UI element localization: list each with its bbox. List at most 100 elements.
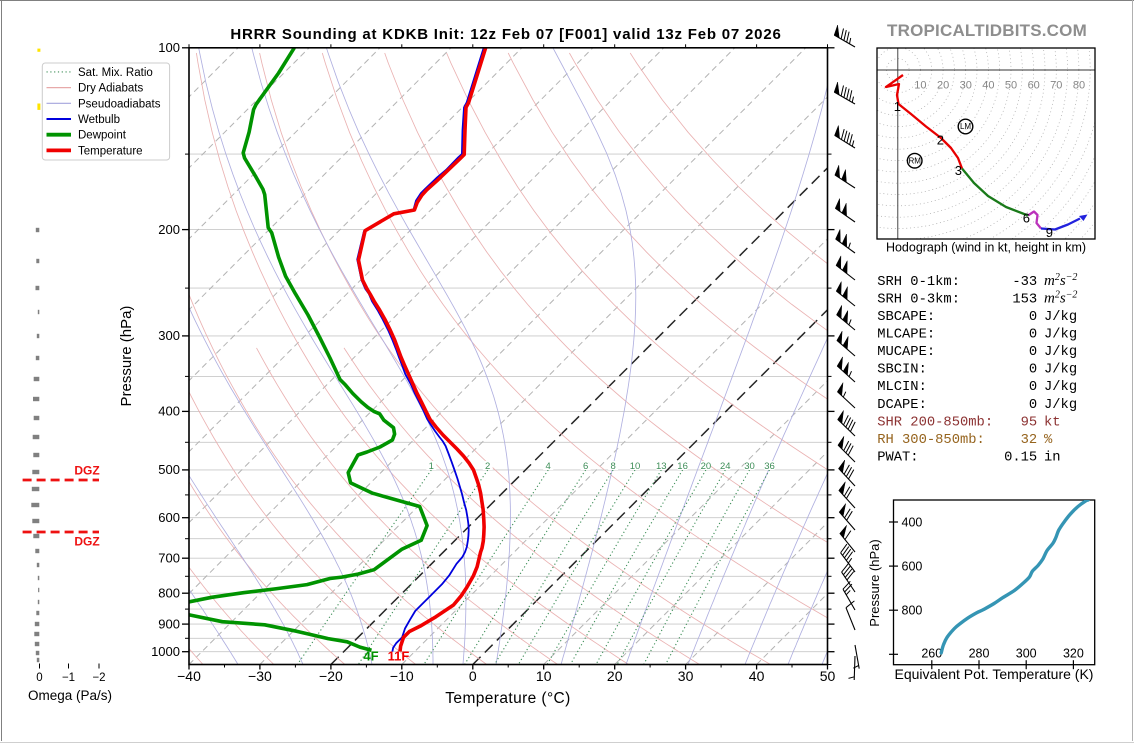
svg-text:300: 300 bbox=[1016, 647, 1037, 661]
svg-text:−2: −2 bbox=[92, 672, 105, 684]
svg-text:60: 60 bbox=[1028, 80, 1040, 92]
svg-text:SBCIN:: SBCIN: bbox=[877, 363, 927, 378]
svg-text:400: 400 bbox=[902, 516, 923, 530]
svg-text:30: 30 bbox=[678, 668, 694, 684]
svg-text:900: 900 bbox=[158, 616, 180, 631]
svg-text:13: 13 bbox=[656, 461, 667, 472]
svg-text:32: 32 bbox=[1021, 433, 1038, 448]
svg-text:30: 30 bbox=[744, 461, 755, 472]
svg-text:20: 20 bbox=[701, 461, 712, 472]
svg-text:800: 800 bbox=[158, 586, 180, 601]
svg-text:SHR 200-850mb:: SHR 200-850mb: bbox=[877, 414, 993, 430]
svg-text:10: 10 bbox=[630, 461, 641, 472]
svg-text:Wetbulb: Wetbulb bbox=[78, 114, 120, 126]
svg-text:HRRR Sounding at KDKB Init: 12: HRRR Sounding at KDKB Init: 12z Feb 07 [… bbox=[230, 26, 781, 43]
svg-text:MUCAPE:: MUCAPE: bbox=[877, 345, 935, 360]
svg-text:100: 100 bbox=[158, 40, 180, 55]
svg-text:20: 20 bbox=[607, 668, 623, 684]
svg-text:6: 6 bbox=[1023, 211, 1030, 226]
svg-text:Pressure (hPa): Pressure (hPa) bbox=[118, 306, 135, 407]
svg-text:280: 280 bbox=[969, 647, 990, 661]
svg-text:600: 600 bbox=[158, 510, 180, 525]
svg-text:−1: −1 bbox=[62, 672, 75, 684]
svg-text:3: 3 bbox=[955, 163, 962, 178]
svg-text:J/kg: J/kg bbox=[1044, 397, 1077, 413]
svg-text:SRH 0-1km:: SRH 0-1km: bbox=[877, 274, 960, 290]
svg-text:0.15: 0.15 bbox=[1004, 450, 1037, 465]
svg-text:LM: LM bbox=[960, 122, 971, 131]
svg-text:Equivalent Pot. Temperature (K: Equivalent Pot. Temperature (K) bbox=[895, 666, 1094, 682]
svg-text:0: 0 bbox=[469, 668, 477, 684]
svg-text:1: 1 bbox=[894, 99, 901, 114]
svg-text:700: 700 bbox=[158, 551, 180, 566]
svg-text:J/kg: J/kg bbox=[1044, 344, 1077, 360]
svg-text:95: 95 bbox=[1021, 415, 1038, 430]
svg-text:Pseudoadiabats: Pseudoadiabats bbox=[78, 98, 161, 110]
svg-text:800: 800 bbox=[902, 604, 923, 618]
svg-text:TROPICALTIDBITS.COM: TROPICALTIDBITS.COM bbox=[887, 21, 1087, 40]
svg-text:4F: 4F bbox=[363, 649, 378, 664]
svg-text:320: 320 bbox=[1063, 647, 1084, 661]
svg-text:DCAPE:: DCAPE: bbox=[877, 398, 927, 413]
svg-text:153: 153 bbox=[1012, 292, 1037, 307]
svg-text:−40: −40 bbox=[177, 668, 201, 684]
svg-text:MLCAPE:: MLCAPE: bbox=[877, 328, 935, 343]
svg-text:20: 20 bbox=[937, 80, 949, 92]
svg-text:J/kg: J/kg bbox=[1044, 362, 1077, 378]
svg-text:%: % bbox=[1044, 433, 1053, 448]
svg-text:Hodograph (wind in kt, height: Hodograph (wind in kt, height in km) bbox=[886, 241, 1086, 255]
svg-text:0: 0 bbox=[1029, 380, 1037, 395]
svg-text:DGZ: DGZ bbox=[74, 535, 99, 549]
svg-text:Pressure (hPa): Pressure (hPa) bbox=[867, 539, 882, 626]
svg-text:Sat. Mix. Ratio: Sat. Mix. Ratio bbox=[78, 67, 153, 79]
svg-text:2: 2 bbox=[485, 461, 490, 472]
svg-text:0: 0 bbox=[36, 672, 42, 684]
svg-text:SRH 0-3km:: SRH 0-3km: bbox=[877, 291, 960, 307]
svg-text:30: 30 bbox=[960, 80, 972, 92]
svg-text:0: 0 bbox=[1029, 363, 1037, 378]
svg-text:−30: −30 bbox=[248, 668, 272, 684]
svg-text:MLCIN:: MLCIN: bbox=[877, 380, 927, 395]
svg-text:50: 50 bbox=[1005, 80, 1017, 92]
svg-text:300: 300 bbox=[158, 328, 180, 343]
svg-text:16: 16 bbox=[677, 461, 688, 472]
svg-text:10: 10 bbox=[536, 668, 552, 684]
svg-text:DGZ: DGZ bbox=[74, 464, 99, 478]
svg-text:−20: −20 bbox=[319, 668, 343, 684]
svg-text:Dewpoint: Dewpoint bbox=[78, 130, 127, 142]
svg-text:4: 4 bbox=[546, 461, 551, 472]
svg-text:J/kg: J/kg bbox=[1044, 379, 1077, 395]
svg-text:2: 2 bbox=[937, 133, 944, 148]
svg-text:200: 200 bbox=[158, 222, 180, 237]
svg-text:36: 36 bbox=[764, 461, 775, 472]
svg-text:8: 8 bbox=[610, 461, 615, 472]
svg-text:24: 24 bbox=[720, 461, 731, 472]
svg-text:600: 600 bbox=[902, 560, 923, 574]
svg-text:500: 500 bbox=[158, 462, 180, 477]
svg-text:J/kg: J/kg bbox=[1044, 309, 1077, 325]
svg-text:-33: -33 bbox=[1012, 275, 1037, 290]
svg-text:SBCAPE:: SBCAPE: bbox=[877, 310, 935, 325]
svg-text:40: 40 bbox=[982, 80, 994, 92]
svg-text:50: 50 bbox=[820, 668, 836, 684]
svg-text:70: 70 bbox=[1050, 80, 1062, 92]
svg-text:0: 0 bbox=[1029, 310, 1037, 325]
svg-text:−10: −10 bbox=[390, 668, 414, 684]
svg-text:Temperature (°C): Temperature (°C) bbox=[445, 690, 570, 707]
svg-text:1000: 1000 bbox=[151, 644, 180, 659]
svg-text:400: 400 bbox=[158, 404, 180, 419]
svg-text:0: 0 bbox=[1029, 328, 1037, 343]
svg-text:RH 300-850mb:: RH 300-850mb: bbox=[877, 432, 985, 448]
svg-text:PWAT:: PWAT: bbox=[877, 450, 918, 465]
svg-text:0: 0 bbox=[1029, 398, 1037, 413]
svg-text:in: in bbox=[1044, 449, 1061, 465]
svg-text:Dry Adiabats: Dry Adiabats bbox=[78, 83, 143, 95]
svg-text:kt: kt bbox=[1044, 414, 1061, 430]
svg-text:40: 40 bbox=[749, 668, 765, 684]
svg-text:260: 260 bbox=[921, 647, 942, 661]
svg-text:80: 80 bbox=[1073, 80, 1085, 92]
svg-text:0: 0 bbox=[1029, 345, 1037, 360]
svg-text:Temperature: Temperature bbox=[78, 145, 143, 157]
svg-text:1: 1 bbox=[429, 461, 434, 472]
svg-text:6: 6 bbox=[583, 461, 588, 472]
